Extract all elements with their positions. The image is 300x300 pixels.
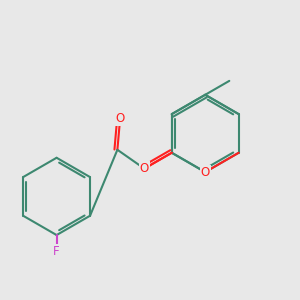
Text: O: O: [116, 112, 125, 125]
Text: O: O: [201, 166, 210, 178]
Text: O: O: [140, 162, 149, 175]
Text: O: O: [140, 162, 149, 175]
Text: F: F: [53, 245, 60, 258]
